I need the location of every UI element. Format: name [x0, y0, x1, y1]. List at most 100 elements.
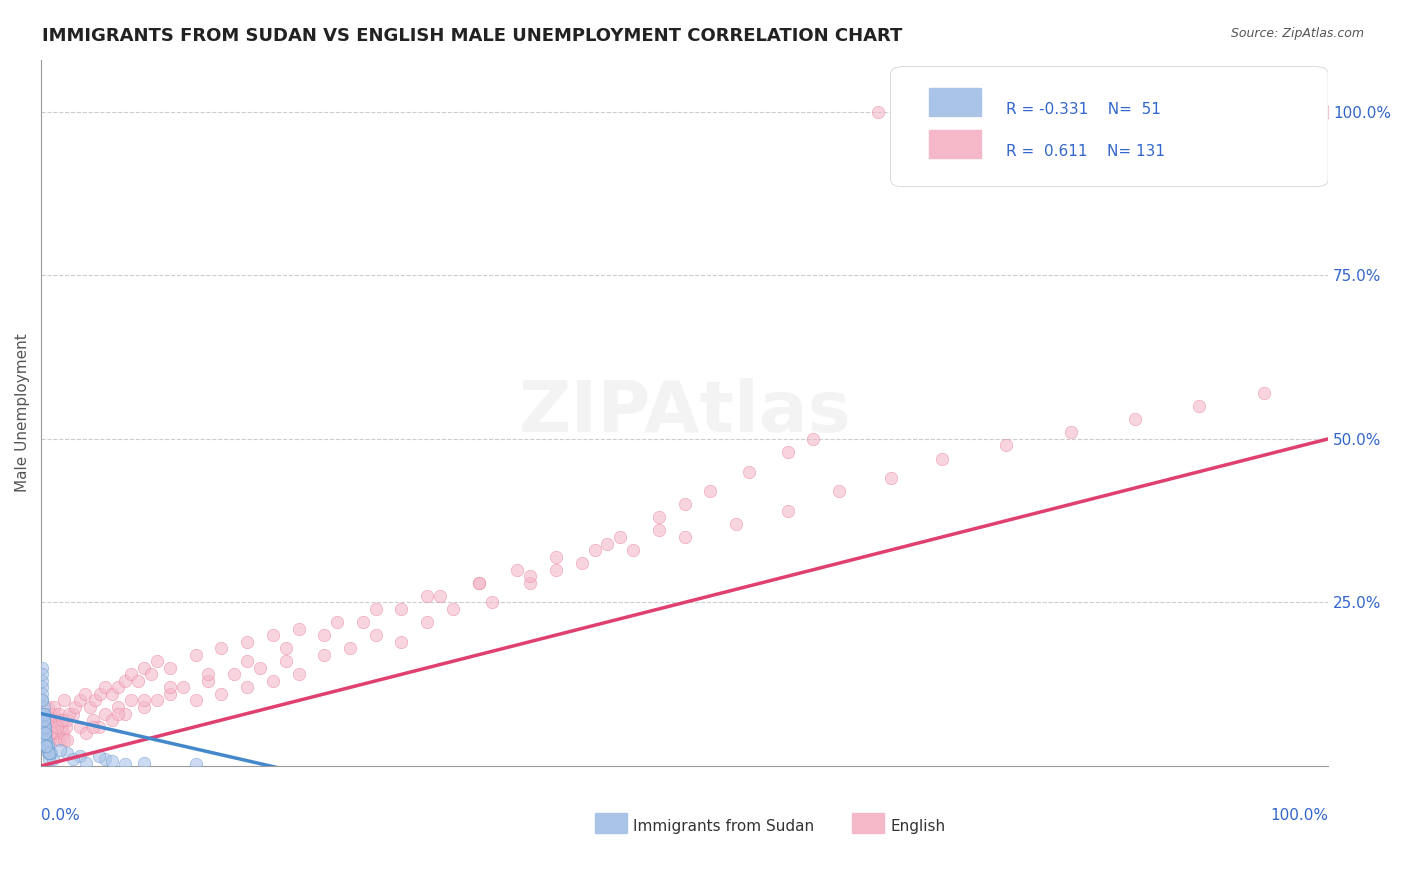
Point	[184, 693, 207, 707]
Point	[41, 726, 63, 740]
Point	[1085, 104, 1108, 119]
Point	[32, 732, 55, 747]
Point	[776, 504, 799, 518]
Point	[87, 749, 110, 764]
Point	[41, 752, 63, 766]
Text: 0.0%: 0.0%	[41, 808, 80, 823]
Point	[82, 713, 104, 727]
Point	[39, 746, 62, 760]
Point	[648, 510, 671, 524]
Text: IMMIGRANTS FROM SUDAN VS ENGLISH MALE UNEMPLOYMENT CORRELATION CHART: IMMIGRANTS FROM SUDAN VS ENGLISH MALE UN…	[42, 27, 903, 45]
Point	[159, 687, 181, 701]
Point	[35, 726, 58, 740]
Point	[583, 543, 606, 558]
Point	[35, 739, 58, 754]
Point	[571, 556, 593, 570]
Point	[699, 484, 721, 499]
Point	[38, 746, 60, 760]
Point	[79, 700, 101, 714]
Point	[52, 726, 75, 740]
Point	[339, 641, 361, 656]
Point	[41, 726, 63, 740]
Point	[34, 713, 56, 727]
Point	[314, 628, 336, 642]
Point	[31, 667, 53, 681]
Point	[673, 530, 696, 544]
Point	[481, 595, 503, 609]
Point	[467, 575, 489, 590]
Point	[107, 681, 129, 695]
Point	[32, 700, 55, 714]
Point	[172, 681, 194, 695]
Bar	[595, 814, 627, 833]
Point	[441, 602, 464, 616]
Point	[34, 720, 56, 734]
Point	[107, 706, 129, 721]
Point	[38, 726, 60, 740]
Point	[31, 661, 53, 675]
Point	[391, 602, 413, 616]
Point	[32, 713, 55, 727]
Point	[107, 700, 129, 714]
Point	[75, 726, 97, 740]
Point	[544, 549, 567, 564]
Point	[31, 681, 53, 695]
Point	[391, 634, 413, 648]
Point	[101, 687, 124, 701]
Point	[1317, 104, 1340, 119]
Point	[519, 575, 541, 590]
Point	[146, 693, 169, 707]
Point	[274, 641, 297, 656]
Point	[31, 726, 53, 740]
Point	[42, 706, 65, 721]
Point	[209, 687, 232, 701]
Point	[38, 720, 60, 734]
Point	[738, 465, 761, 479]
Point	[53, 732, 76, 747]
Point	[101, 713, 124, 727]
Point	[63, 700, 86, 714]
Point	[73, 687, 96, 701]
Point	[55, 720, 77, 734]
Point	[31, 693, 53, 707]
Point	[56, 732, 79, 747]
Point	[58, 706, 80, 721]
Point	[287, 622, 309, 636]
Point	[127, 673, 149, 688]
Point	[544, 563, 567, 577]
Point	[120, 667, 142, 681]
Point	[32, 706, 55, 721]
Point	[48, 713, 70, 727]
Point	[37, 739, 59, 754]
Point	[1123, 412, 1146, 426]
Point	[35, 732, 58, 747]
Y-axis label: Male Unemployment: Male Unemployment	[15, 334, 30, 492]
Point	[416, 615, 439, 629]
Point	[87, 720, 110, 734]
Point	[114, 706, 136, 721]
Point	[287, 667, 309, 681]
Point	[37, 739, 59, 754]
Point	[1201, 104, 1223, 119]
Text: English: English	[890, 819, 946, 834]
Point	[352, 615, 374, 629]
Point	[416, 589, 439, 603]
Point	[45, 720, 67, 734]
Point	[41, 713, 63, 727]
Point	[62, 706, 84, 721]
Point	[596, 536, 619, 550]
Point	[62, 752, 84, 766]
Point	[364, 602, 387, 616]
Point	[94, 752, 117, 766]
Point	[429, 589, 451, 603]
Point	[101, 754, 124, 768]
Point	[39, 706, 62, 721]
Point	[51, 720, 73, 734]
Point	[31, 687, 53, 701]
Point	[49, 742, 72, 756]
Point	[1060, 425, 1083, 440]
Point	[42, 700, 65, 714]
Point	[39, 732, 62, 747]
Point	[132, 700, 155, 714]
Point	[274, 654, 297, 668]
